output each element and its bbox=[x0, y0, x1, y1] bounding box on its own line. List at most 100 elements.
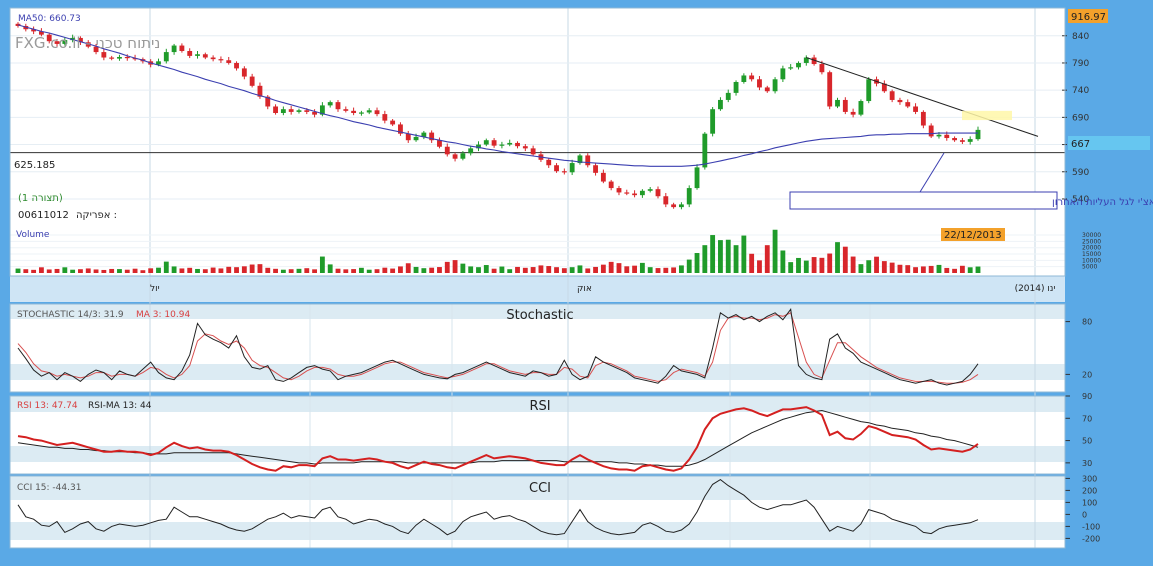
price-tick-label: 690 bbox=[1072, 113, 1089, 123]
volume-bar bbox=[210, 267, 216, 273]
candle-body bbox=[398, 124, 403, 134]
candle-body bbox=[546, 159, 552, 166]
volume-bar bbox=[725, 239, 731, 273]
volume-bar bbox=[694, 253, 700, 273]
cci-tick-label: 0 bbox=[1082, 510, 1087, 519]
volume-bar bbox=[678, 265, 684, 273]
candle-body bbox=[187, 50, 193, 56]
volume-bar bbox=[374, 269, 380, 273]
stochastic-line bbox=[17, 308, 979, 386]
trend-line bbox=[806, 57, 1039, 137]
candle-body bbox=[460, 153, 466, 159]
candle-body bbox=[241, 68, 247, 77]
volume-bar bbox=[335, 268, 341, 273]
volume-bar bbox=[78, 269, 83, 273]
volume-bar bbox=[38, 267, 44, 273]
candle-body bbox=[561, 171, 567, 173]
candle-body bbox=[15, 23, 21, 26]
volume-bar bbox=[913, 267, 918, 273]
volume-bar bbox=[257, 264, 263, 273]
volume-bar bbox=[62, 267, 68, 273]
price-tick-label: 540 bbox=[1072, 195, 1089, 205]
volume-bar bbox=[101, 269, 107, 273]
volume-bar bbox=[796, 257, 801, 273]
rsi-band-bottom bbox=[10, 446, 1065, 462]
candle-body bbox=[93, 46, 99, 53]
target-zone bbox=[962, 110, 1012, 121]
candle-body bbox=[405, 133, 411, 141]
candle-body bbox=[288, 109, 294, 112]
candle-body bbox=[234, 62, 239, 69]
candle-body bbox=[959, 140, 965, 142]
candle-body bbox=[678, 204, 684, 208]
candle-body bbox=[124, 56, 130, 59]
volume-bar bbox=[655, 268, 661, 273]
volume-bar bbox=[686, 259, 692, 273]
volume-bar bbox=[858, 264, 864, 273]
volume-bar bbox=[54, 268, 60, 273]
volume-bar bbox=[647, 267, 653, 273]
panel-border bbox=[9, 303, 1066, 393]
candle-body bbox=[850, 111, 856, 115]
candle-body bbox=[374, 110, 380, 115]
candle-body bbox=[366, 110, 372, 113]
volume-bar bbox=[702, 245, 708, 273]
volume-bar bbox=[156, 267, 161, 273]
volume-bar bbox=[866, 260, 872, 273]
volume-bar bbox=[109, 268, 115, 273]
volume-bar bbox=[429, 267, 435, 273]
candle-body bbox=[819, 64, 825, 73]
volume-bar bbox=[639, 262, 645, 273]
volume-bar bbox=[569, 267, 575, 273]
volume-bar bbox=[405, 263, 411, 273]
volume-bar bbox=[710, 235, 716, 273]
volume-bar bbox=[803, 260, 809, 273]
volume-bar bbox=[671, 267, 677, 273]
candle-body bbox=[31, 29, 37, 32]
candle-body bbox=[577, 155, 583, 164]
cci-band-top bbox=[10, 476, 1065, 500]
candle-body bbox=[827, 72, 833, 107]
candle-body bbox=[390, 120, 396, 125]
price-tick-label: 740 bbox=[1072, 86, 1089, 96]
support-level-label: 625.185 bbox=[14, 160, 55, 171]
volume-bar bbox=[304, 268, 310, 273]
candle-body bbox=[499, 144, 505, 146]
candle-body bbox=[515, 142, 520, 147]
candle-body bbox=[195, 54, 200, 56]
volume-bar bbox=[733, 245, 739, 273]
candle-body bbox=[437, 140, 442, 147]
volume-bar bbox=[905, 265, 911, 273]
volume-bar bbox=[577, 265, 583, 273]
volume-tick-label: 30000 bbox=[1082, 232, 1101, 239]
volume-bar bbox=[554, 267, 559, 273]
volume-bar bbox=[296, 268, 302, 273]
volume-bar bbox=[632, 265, 638, 273]
volume-bar bbox=[835, 242, 840, 273]
volume-bar bbox=[460, 263, 466, 273]
volume-bar bbox=[624, 266, 630, 273]
stochastic-legend-2: MA 3: 10.94 bbox=[136, 310, 190, 320]
volume-bar bbox=[741, 235, 747, 273]
candle-body bbox=[468, 148, 474, 154]
candle-body bbox=[444, 146, 450, 155]
candle-body bbox=[257, 85, 263, 97]
candle-body bbox=[101, 52, 107, 58]
volume-bar bbox=[280, 269, 286, 273]
candle-body bbox=[569, 163, 575, 173]
volume-bar bbox=[312, 269, 318, 273]
candle-body bbox=[639, 190, 645, 196]
cci-line bbox=[17, 478, 979, 536]
candle-body bbox=[749, 75, 755, 80]
candle-body bbox=[796, 62, 801, 68]
date-badge-bg bbox=[941, 228, 1005, 241]
candle-body bbox=[842, 99, 848, 112]
candle-body bbox=[429, 132, 435, 141]
price-candles bbox=[15, 22, 981, 210]
grid-lines bbox=[10, 8, 1065, 548]
volume-bar bbox=[366, 269, 372, 273]
ma50-line bbox=[17, 24, 978, 167]
stochastic-band-top bbox=[10, 304, 1065, 319]
volume-bar bbox=[413, 266, 419, 273]
